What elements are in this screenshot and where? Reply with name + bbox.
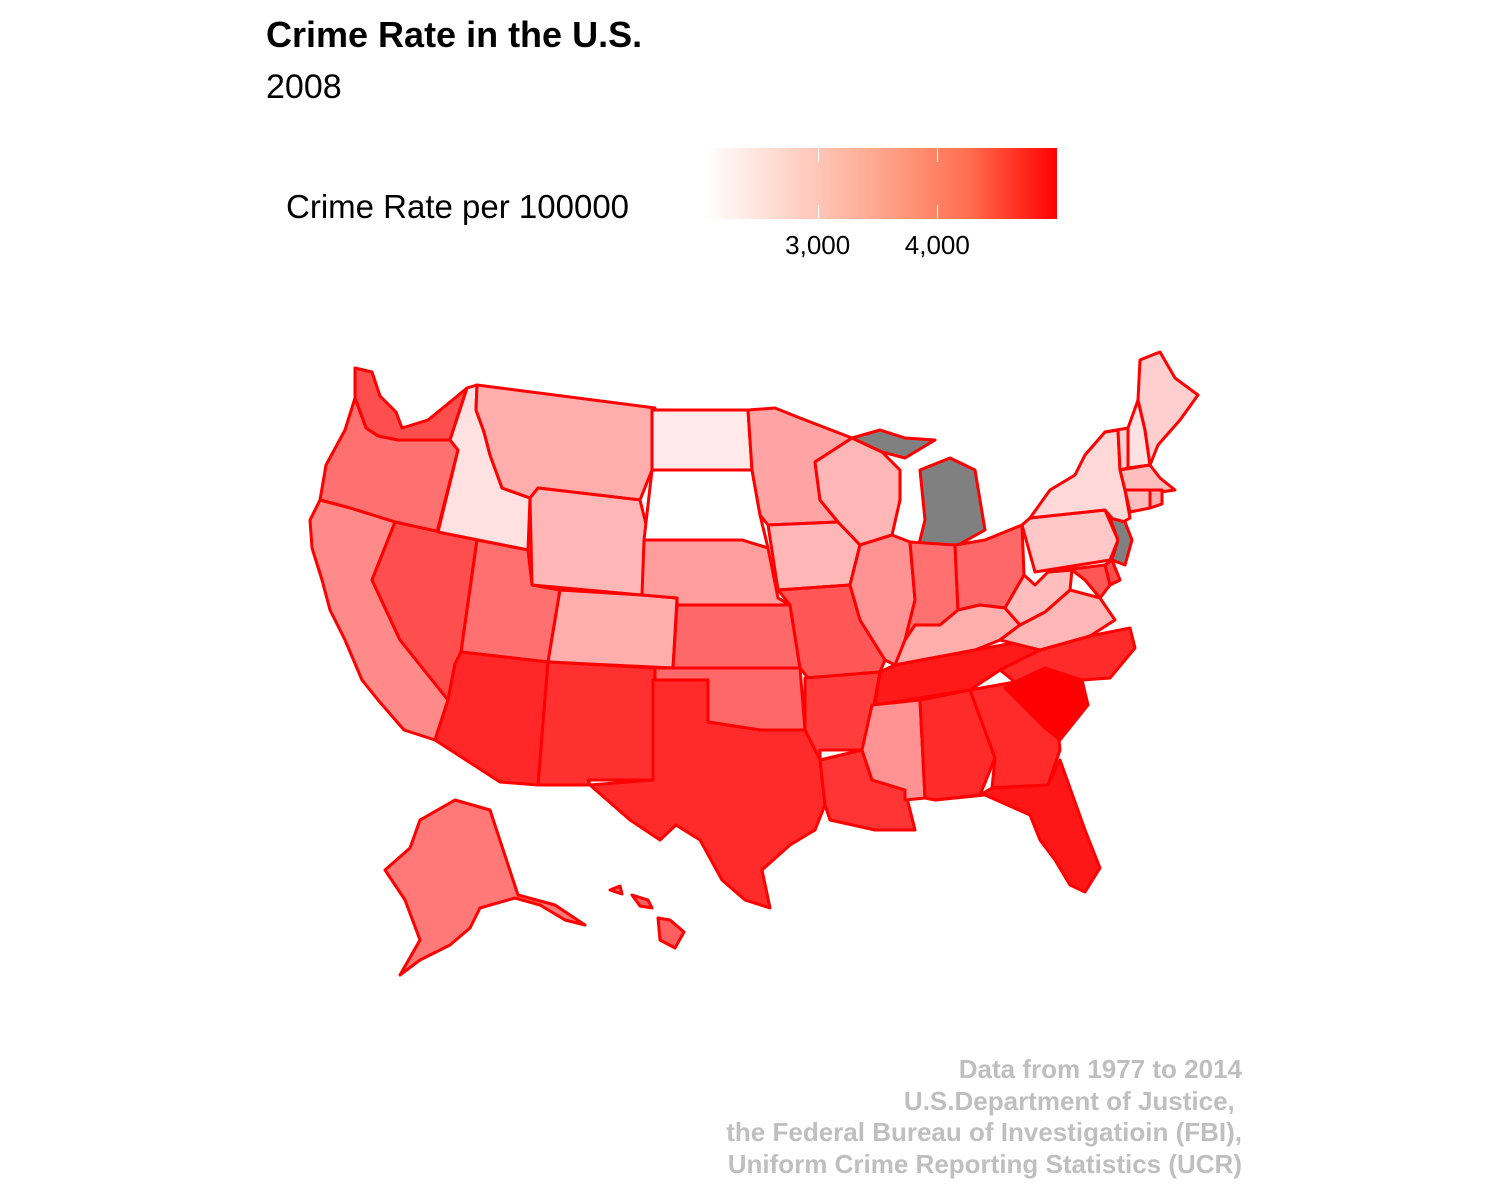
- state-michigan: [850, 428, 987, 550]
- state-connecticut: [1123, 488, 1152, 514]
- state-pennsylvania: [1020, 508, 1120, 574]
- state-washington: [353, 366, 469, 442]
- state-montana: [474, 383, 657, 502]
- state-rhode-island: [1148, 488, 1164, 510]
- state-texas: [588, 678, 827, 910]
- legend-tick-mark: [937, 148, 939, 162]
- caption-line: Uniform Crime Reporting Statistics (UCR): [727, 1148, 1242, 1179]
- legend-color-bar: [704, 148, 1057, 219]
- state-maine: [1136, 350, 1200, 467]
- legend-tick-mark: [817, 148, 819, 162]
- state-new-york: [1028, 428, 1132, 527]
- state-north-dakota: [650, 408, 754, 472]
- chart-subtitle: 2008: [266, 68, 342, 106]
- state-massachusetts: [1118, 463, 1177, 494]
- state-south-dakota: [642, 468, 770, 550]
- caption-line: U.S.Department of Justice,: [903, 1085, 1242, 1116]
- state-arizona: [433, 650, 550, 787]
- state-alaska: [383, 798, 587, 977]
- state-hawaii: [608, 884, 686, 950]
- state-kansas: [671, 603, 802, 670]
- data-source-caption: Data from 1977 to 2014 U.S.Department of…: [726, 1054, 1242, 1180]
- state-wyoming: [528, 486, 652, 597]
- state-new-mexico: [536, 660, 657, 787]
- caption-line: the Federal Bureau of Investigatioin (FB…: [726, 1117, 1242, 1147]
- state-colorado: [546, 588, 679, 670]
- caption-line: Data from 1977 to 2014: [958, 1054, 1242, 1084]
- chart-title: Crime Rate in the U.S.: [266, 14, 643, 55]
- state-florida: [933, 758, 1102, 894]
- legend-tick-label: 4,000: [904, 230, 970, 260]
- state-nebraska: [640, 538, 792, 607]
- legend-tick-mark: [817, 205, 819, 219]
- legend-tick-label: 3,000: [785, 230, 851, 260]
- state-maryland: [1046, 563, 1112, 600]
- legend-tick-mark: [937, 205, 939, 219]
- legend-title: Crime Rate per 100000: [286, 188, 630, 225]
- state-new-jersey: [1108, 516, 1134, 567]
